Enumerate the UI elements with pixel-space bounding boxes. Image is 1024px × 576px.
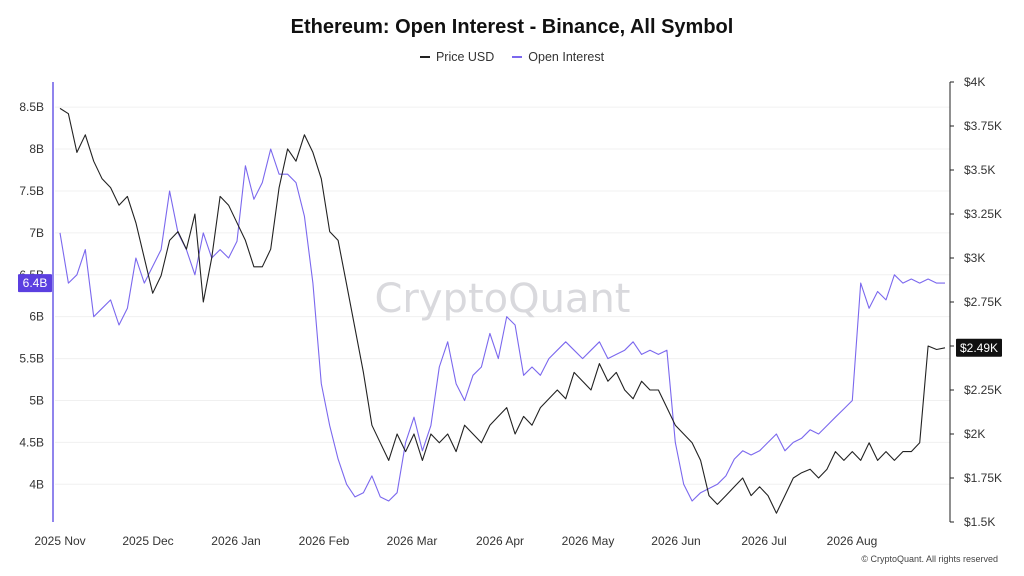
y-left-tick-label: 8B [29, 142, 44, 156]
y-left-tick-label: 5B [29, 393, 44, 407]
legend-label-open-interest: Open Interest [528, 50, 605, 64]
watermark-text: CryptoQuant [375, 276, 631, 322]
x-tick-label: 2026 Jun [651, 534, 700, 548]
y-left-tick-label: 8.5B [19, 100, 44, 114]
x-tick-label: 2026 Feb [299, 534, 350, 548]
y-left-tick-label: 5.5B [19, 352, 44, 366]
x-tick-label: 2026 Jan [211, 534, 260, 548]
legend-item-open-interest[interactable]: Open Interest [512, 50, 604, 64]
x-tick-label: 2026 May [562, 534, 615, 548]
y-left-tick-label: 6B [29, 310, 44, 324]
x-tick-label: 2025 Dec [122, 534, 173, 548]
y-left-tick-label: 4.5B [19, 435, 44, 449]
series-line-open-interest [59, 148, 945, 502]
x-tick-label: 2026 Jul [741, 534, 786, 548]
y-right-tick-label: $3.75K [964, 119, 1002, 133]
series-line-price [59, 107, 946, 514]
chart-legend: Price USD Open Interest [0, 50, 1024, 64]
y-right-tick-label: $1.75K [964, 471, 1002, 485]
x-tick-label: 2026 Aug [827, 534, 878, 548]
legend-swatch-open-interest [512, 56, 523, 58]
legend-label-price: Price USD [435, 50, 495, 64]
current-value-label-left: 6.4B [23, 276, 48, 290]
legend-item-price[interactable]: Price USD [419, 50, 495, 64]
current-value-badge-left [18, 274, 52, 293]
y-right-tick-label: $3.25K [964, 207, 1002, 221]
copyright-text: © CryptoQuant. All rights reserved [861, 554, 998, 564]
y-right-tick-label: $2.25K [964, 383, 1002, 397]
y-right-tick-label: $2.75K [964, 295, 1002, 309]
legend-swatch-price [419, 56, 430, 58]
current-value-badge-right [956, 338, 1002, 357]
y-right-tick-label: $1.5K [964, 515, 995, 529]
chart-title: Ethereum: Open Interest - Binance, All S… [290, 16, 734, 38]
y-right-tick-label: $4K [964, 75, 985, 89]
y-right-tick-label: $3K [964, 251, 985, 265]
y-right-tick-label: $3.5K [964, 163, 995, 177]
y-right-tick-label: $2K [964, 427, 985, 441]
y-left-tick-label: 7.5B [19, 184, 44, 198]
y-left-tick-label: 7B [29, 226, 44, 240]
x-tick-label: 2025 Nov [34, 534, 85, 548]
x-tick-label: 2026 Mar [387, 534, 438, 548]
x-tick-label: 2026 Apr [476, 534, 524, 548]
current-value-label-right: $2.49K [960, 341, 998, 355]
y-left-tick-label: 4B [29, 477, 44, 491]
